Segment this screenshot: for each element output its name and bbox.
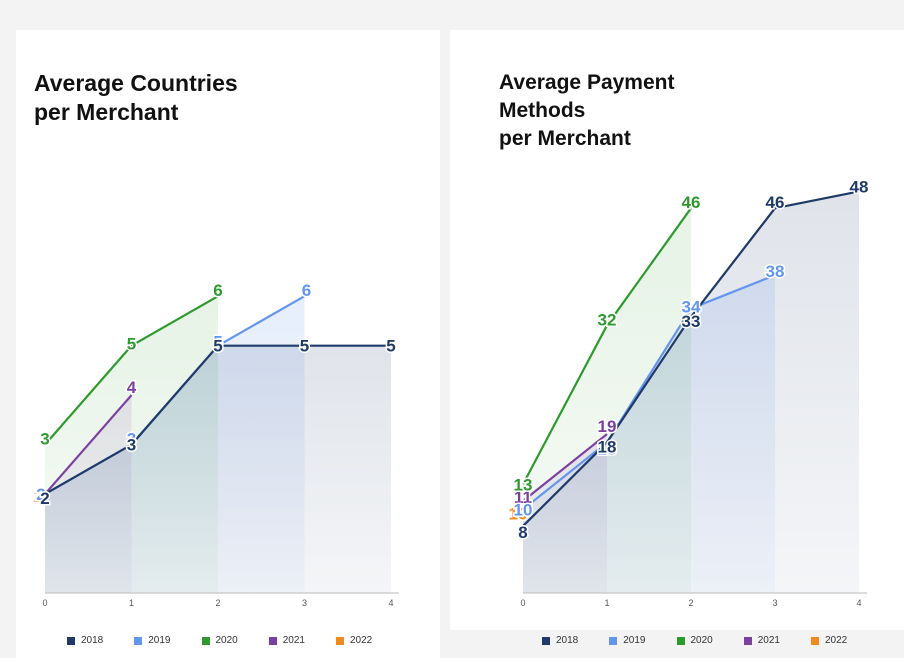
legend-label: 2021 (282, 635, 305, 646)
data-label-payment-methods-2022: 10 (509, 504, 528, 523)
x-tick-label-countries: 1 (129, 598, 134, 608)
legend-label: 2018 (556, 635, 579, 646)
series-line-payment-methods-2020 (522, 207, 692, 485)
data-label-payment-methods-2020: 32 (598, 310, 617, 329)
data-label-payment-methods-2019: 34 (682, 298, 701, 317)
data-label-payment-methods-2021: 19 (598, 417, 617, 436)
data-label-countries-2020: 3 (40, 430, 49, 449)
data-label-payment-methods-2021: 11 (514, 488, 532, 507)
data-label-payment-methods-2018: 46 (766, 193, 785, 212)
data-label-countries-2018: 5 (300, 337, 309, 356)
data-label-payment-methods-2020: 46 (682, 193, 701, 212)
chart-title-countries: Average Countries per Merchant (34, 70, 238, 125)
legend-item-2021: 2021 (268, 635, 305, 646)
legend-label: 2019 (148, 635, 171, 646)
legend-swatch (201, 636, 210, 645)
legend-swatch (811, 636, 819, 645)
legend-label: 2022 (350, 635, 373, 646)
data-label-payment-methods-2018: 8 (518, 523, 527, 542)
legend-payment-methods: 2018 2019 2020 2021 2022 (542, 635, 878, 646)
data-label-countries-2018: 2 (40, 489, 49, 508)
area-countries-2021 (45, 395, 132, 593)
legend-label: 2020 (215, 635, 238, 646)
data-label-countries-2018: 5 (386, 337, 395, 356)
data-label-payment-methods-2019: 10 (514, 500, 533, 519)
legend-item-2018: 2018 (67, 635, 103, 646)
data-label-payment-methods-2018: 18 (598, 437, 617, 456)
legend-countries: 2018 2019 2020 2021 2022 (67, 635, 403, 646)
legend-item-2020: 2020 (201, 635, 238, 646)
series-line-payment-methods-2021 (522, 433, 608, 502)
data-label-countries-2019: 3 (127, 430, 136, 449)
legend-swatch (609, 636, 618, 645)
legend-item-2020: 2020 (676, 635, 713, 646)
x-tick-label-countries: 4 (388, 598, 393, 608)
x-tick-label-payment-methods: 1 (604, 598, 609, 608)
data-label-payment-methods-2018: 48 (850, 177, 869, 196)
legend-swatch (336, 636, 344, 645)
legend-swatch (743, 636, 752, 645)
area-payment-methods-2021 (523, 434, 607, 593)
data-label-countries-2019: 6 (302, 281, 311, 300)
data-label-countries-2018: 5 (213, 337, 222, 356)
legend-item-2019: 2019 (609, 635, 646, 646)
data-label-countries-2022: 2 (33, 487, 42, 506)
data-label-payment-methods-2020: 13 (514, 475, 533, 494)
legend-swatch (134, 636, 143, 645)
data-label-payment-methods-2018: 33 (682, 312, 701, 331)
legend-label: 2020 (690, 635, 713, 646)
x-tick-label-payment-methods: 3 (772, 598, 777, 608)
legend-item-2019: 2019 (134, 635, 171, 646)
series-line-payment-methods-2018 (522, 190, 860, 527)
chart-title-payment-methods: Average Payment Methods per Merchant (499, 71, 675, 150)
x-tick-label-countries: 2 (215, 598, 220, 608)
legend-item-2021: 2021 (743, 635, 780, 646)
legend-item-2022: 2022 (811, 635, 847, 646)
legend-swatch (676, 636, 685, 645)
legend-item-2022: 2022 (336, 635, 372, 646)
data-label-countries-2020: 6 (213, 281, 222, 300)
legend-label: 2019 (623, 635, 646, 646)
x-tick-label-countries: 0 (42, 598, 47, 608)
data-label-countries-2020: 5 (127, 335, 136, 354)
legend-swatch (268, 636, 277, 645)
x-tick-label-payment-methods: 2 (688, 598, 693, 608)
data-label-payment-methods-2019: 18 (598, 439, 617, 458)
x-tick-label-payment-methods: 4 (856, 598, 861, 608)
data-label-payment-methods-2019: 38 (766, 262, 785, 281)
series-line-countries-2018 (44, 344, 391, 496)
data-label-countries-2019: 2 (36, 485, 45, 504)
legend-swatch (542, 636, 550, 645)
legend-label: 2021 (757, 635, 780, 646)
series-line-countries-2020 (44, 295, 219, 446)
x-tick-label-countries: 3 (302, 598, 307, 608)
data-label-countries-2021: 4 (127, 378, 137, 397)
legend-label: 2018 (81, 635, 104, 646)
data-label-countries-2018: 3 (127, 436, 136, 455)
legend-swatch (67, 636, 75, 645)
data-label-countries-2021: 2 (35, 485, 44, 504)
data-label-countries-2019: 5 (213, 333, 222, 352)
x-tick-label-payment-methods: 0 (520, 598, 525, 608)
series-line-payment-methods-2019 (522, 274, 776, 511)
series-line-countries-2021 (44, 394, 133, 495)
legend-item-2018: 2018 (542, 635, 578, 646)
legend-label: 2022 (825, 635, 848, 646)
